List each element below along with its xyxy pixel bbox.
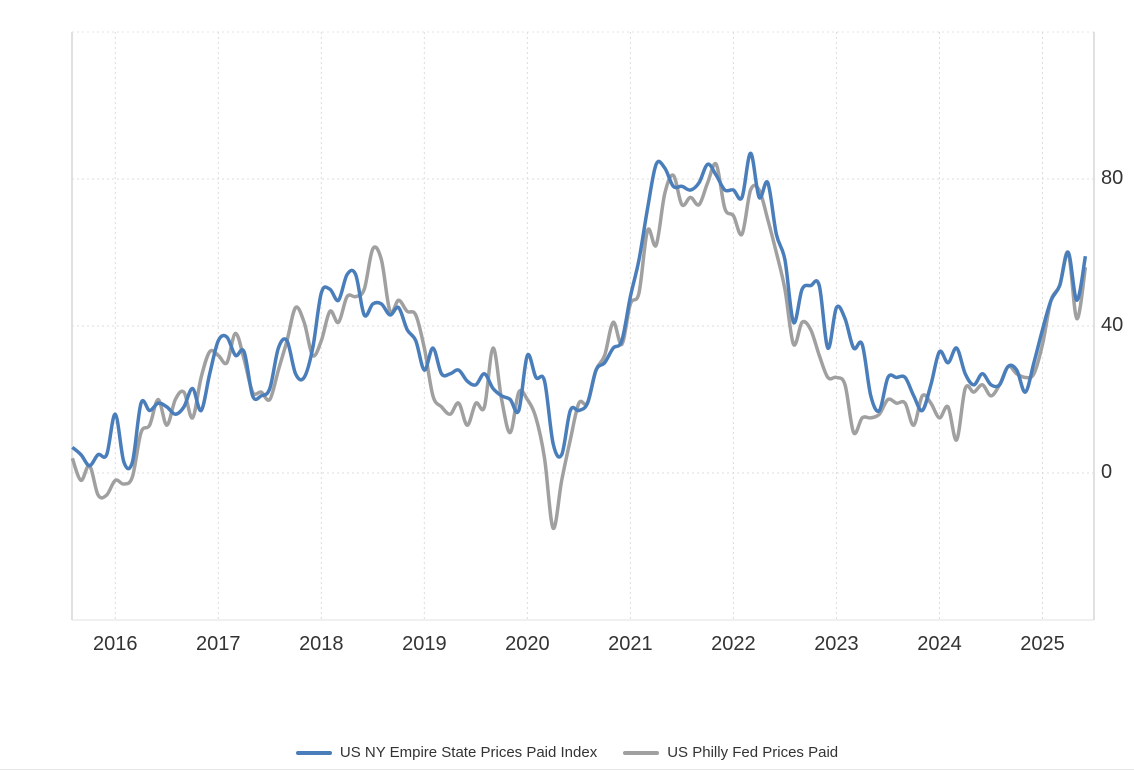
x-tick-label: 2021 xyxy=(608,633,653,655)
bottom-divider xyxy=(0,769,1134,770)
legend-item-philly-fed[interactable]: US Philly Fed Prices Paid xyxy=(623,744,838,761)
x-tick-label: 2024 xyxy=(917,633,962,655)
x-tick-label: 2019 xyxy=(402,633,447,655)
series-line-ny-empire xyxy=(71,151,1088,471)
x-tick-label: 2022 xyxy=(711,633,756,655)
y-tick-label: 0 xyxy=(1101,461,1112,483)
legend-label-philly-fed: US Philly Fed Prices Paid xyxy=(667,744,839,761)
legend-label-ny-empire: US NY Empire State Prices Paid Index xyxy=(339,744,598,761)
series-line-philly-fed xyxy=(70,161,1088,530)
x-tick-label: 2023 xyxy=(814,633,859,655)
y-tick-label: 80 xyxy=(1101,167,1123,189)
x-tick-label: 2025 xyxy=(1020,633,1065,655)
x-tick-label: 2018 xyxy=(299,633,344,655)
legend: US NY Empire State Prices Paid Index US … xyxy=(0,744,1134,761)
legend-swatch-ny-empire xyxy=(295,750,332,755)
x-tick-label: 2017 xyxy=(196,633,241,655)
y-tick-label: 40 xyxy=(1101,314,1123,336)
series-lines xyxy=(70,151,1088,530)
x-tick-label: 2020 xyxy=(505,633,550,655)
legend-swatch-philly-fed xyxy=(623,750,660,755)
legend-item-ny-empire[interactable]: US NY Empire State Prices Paid Index xyxy=(295,744,598,761)
x-tick-label: 2016 xyxy=(93,633,138,655)
axis-labels: 2016 2017 2018 2019 2020 2021 2022 2023 2024 2025… xyxy=(93,167,1123,655)
grid xyxy=(71,31,1095,621)
